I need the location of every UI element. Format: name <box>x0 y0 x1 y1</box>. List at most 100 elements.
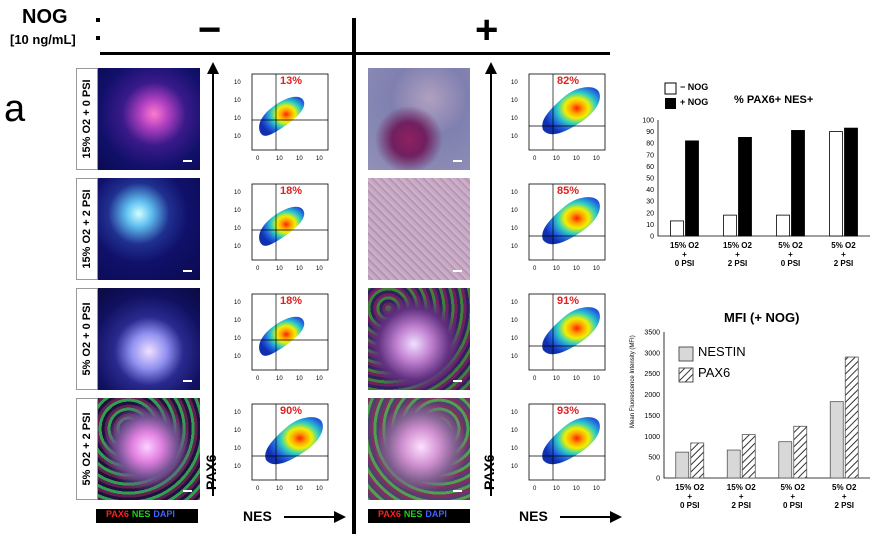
flow-percent: 85% <box>557 185 579 197</box>
category-label: 0 PSI <box>675 259 695 268</box>
flow-cytometry-plot: 10 10 10 10 0 10 10 10 13% <box>234 73 329 162</box>
category-label: 15% O2 <box>670 241 699 250</box>
bar-nestin <box>778 441 793 479</box>
flow-y-tick: 10 <box>234 300 241 306</box>
bar-minus-nog <box>670 220 684 237</box>
flow-x-tick: 0 <box>256 156 260 162</box>
bar-plus-nog <box>685 140 699 237</box>
category-label: + <box>841 250 846 259</box>
chart1-legend-plus: + NOG <box>680 97 709 107</box>
category-label: + <box>790 492 795 501</box>
bar-plus-nog <box>844 127 858 237</box>
nes-axis-label: NES <box>243 508 272 524</box>
flow-population <box>259 316 305 356</box>
chart2-ytick: 2000 <box>644 392 660 399</box>
flow-population <box>542 197 600 245</box>
flow-y-tick: 10 <box>511 446 518 452</box>
flow-percent: 13% <box>280 75 302 87</box>
scale-bar <box>453 490 462 492</box>
flow-x-tick: 10 <box>316 266 323 272</box>
row-label-text: 15% O2 + 0 PSI <box>81 79 93 159</box>
flow-y-tick: 10 <box>234 354 241 360</box>
chart2-ytick: 3500 <box>644 330 660 337</box>
chart1-ytick: 40 <box>646 187 654 194</box>
flow-y-tick: 10 <box>234 208 241 214</box>
category-label: + <box>682 250 687 259</box>
scale-bar <box>453 380 462 382</box>
stain-legend: PAX6 NES DAPI <box>96 509 198 523</box>
category-label: 5% O2 <box>781 483 806 492</box>
condition-divider <box>352 18 356 534</box>
category-label: 5% O2 <box>778 241 803 250</box>
bar-pax6 <box>793 425 808 479</box>
flow-percent: 82% <box>557 75 579 87</box>
nog-label: NOG <box>22 6 68 28</box>
flow-population <box>542 307 600 355</box>
chart1-ytick: 0 <box>650 234 654 241</box>
flow-x-tick: 10 <box>276 376 283 382</box>
bar-minus-nog <box>776 214 790 237</box>
flow-percent: 18% <box>280 185 302 197</box>
flow-x-tick: 10 <box>573 376 580 382</box>
row-label: 5% O2 + 0 PSI <box>76 288 98 390</box>
row-label: 15% O2 + 0 PSI <box>76 68 98 170</box>
bar-pax6 <box>741 434 756 479</box>
category-label: 2 PSI <box>834 259 854 268</box>
bar-minus-nog <box>829 131 843 237</box>
row-label-text: 15% O2 + 2 PSI <box>81 189 93 269</box>
flow-y-tick: 10 <box>234 428 241 434</box>
flow-cytometry-plot: 10 10 10 10 0 10 10 10 18% <box>234 183 329 272</box>
chart1-legend-minus: − NOG <box>680 82 709 92</box>
micrograph <box>98 178 200 280</box>
flow-x-tick: 10 <box>296 486 303 492</box>
category-label: 2 PSI <box>731 501 751 510</box>
flow-x-tick: 10 <box>553 156 560 162</box>
flow-percent: 93% <box>557 405 579 417</box>
micrograph <box>98 288 200 390</box>
flow-x-tick: 0 <box>533 156 537 162</box>
flow-x-tick: 10 <box>593 486 600 492</box>
category-label: + <box>739 492 744 501</box>
flow-x-tick: 0 <box>256 266 260 272</box>
flow-x-tick: 10 <box>276 486 283 492</box>
stain-legend: PAX6 NES DAPI <box>368 509 470 523</box>
flow-x-tick: 10 <box>276 266 283 272</box>
minus-nog-header: − <box>198 8 222 52</box>
nog-concentration: [10 ng/mL] <box>10 32 76 47</box>
category-label: 0 PSI <box>783 501 803 510</box>
bar-pax6 <box>690 442 705 479</box>
flow-y-tick: 10 <box>234 464 241 470</box>
scale-bar <box>183 380 192 382</box>
chart2-ytick: 3000 <box>644 350 660 357</box>
scale-bar <box>183 270 192 272</box>
flow-y-tick: 10 <box>234 226 241 232</box>
flow-x-tick: 10 <box>573 156 580 162</box>
flow-cytometry-plot: 10 10 10 10 0 10 10 10 90% <box>234 403 329 492</box>
micrograph <box>368 178 470 280</box>
chart1-ytick: 80 <box>646 141 654 148</box>
scale-bar <box>453 160 462 162</box>
category-label: + <box>735 250 740 259</box>
flow-x-tick: 10 <box>553 486 560 492</box>
flow-x-tick: 10 <box>316 486 323 492</box>
chart1-legend-symbols <box>664 82 677 109</box>
nes-axis-label: NES <box>519 508 548 524</box>
flow-y-tick: 10 <box>234 80 241 86</box>
flow-y-tick: 10 <box>234 336 241 342</box>
flow-x-tick: 10 <box>296 156 303 162</box>
flow-percent: 91% <box>557 295 579 307</box>
micrograph <box>368 398 470 500</box>
row-label-text: 5% O2 + 0 PSI <box>81 302 93 376</box>
category-label: + <box>842 492 847 501</box>
bar-nestin <box>675 451 690 479</box>
flow-x-tick: 0 <box>256 486 260 492</box>
chart1-ytick: 60 <box>646 164 654 171</box>
header-dot <box>96 18 100 22</box>
bar-nestin <box>829 401 844 479</box>
chart1-title: % PAX6+ NES+ <box>734 94 814 106</box>
flow-cytometry-plot: 10 10 10 10 0 10 10 10 93% <box>511 403 606 492</box>
chart2-title: MFI (+ NOG) <box>724 310 800 325</box>
flow-x-tick: 10 <box>296 266 303 272</box>
category-label: 0 PSI <box>680 501 700 510</box>
legend-dapi: DAPI <box>425 509 447 519</box>
